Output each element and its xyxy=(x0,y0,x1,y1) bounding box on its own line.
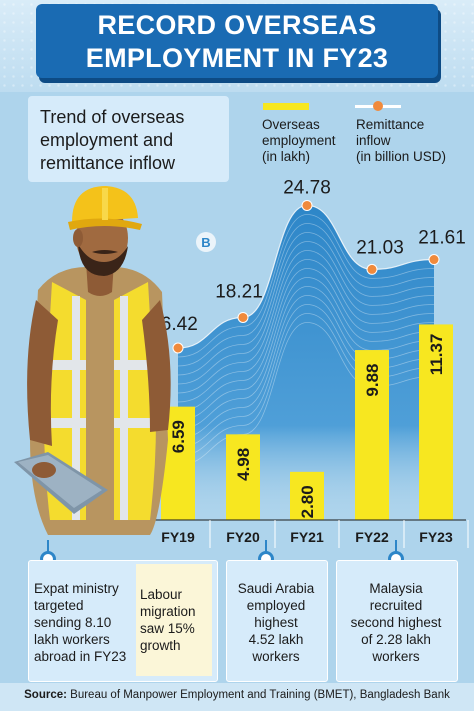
line-point-FY23 xyxy=(428,254,440,266)
bar-value-label-FY23: 11.37 xyxy=(427,334,446,376)
legend-line-line3: (in billion USD) xyxy=(356,149,447,164)
line-value-label-FY20: 18.21 xyxy=(215,281,263,302)
x-tick-FY19: FY19 xyxy=(161,529,195,545)
pin-stem xyxy=(47,540,49,554)
bar-FY22 xyxy=(355,350,389,520)
card-saudi-arabia xyxy=(226,560,328,682)
area-hatch-line xyxy=(177,223,435,367)
source-bar xyxy=(0,683,474,711)
subtitle-box: Trend of overseas employment and remitta… xyxy=(28,96,229,182)
x-tick-FY22: FY22 xyxy=(355,529,389,545)
source-text: Bureau of Manpower Employment and Traini… xyxy=(70,689,450,701)
legend-bars-line1: Overseas xyxy=(262,117,320,132)
bar-value-label-FY19: 6.59 xyxy=(169,420,188,453)
bar-value-label-FY20: 4.98 xyxy=(234,448,253,481)
title-banner: RECORD OVERSEAS EMPLOYMENT IN FY23 xyxy=(36,4,438,78)
source-note: Source: Bureau of Manpower Employment an… xyxy=(0,689,474,701)
pin-stem xyxy=(395,540,397,554)
area-hatch-line xyxy=(177,214,435,358)
x-tick-FY21: FY21 xyxy=(290,529,324,545)
card-2-text: Labour migration saw 15% growth xyxy=(140,587,196,653)
line-point-FY21 xyxy=(301,199,313,211)
bar-FY23 xyxy=(419,324,453,520)
svg-text:B: B xyxy=(201,235,210,250)
area-hatch-line xyxy=(177,259,435,403)
card-4-text: Malaysia recruited second highest of 2.28 l… xyxy=(350,581,442,664)
bar-value-label-FY22: 9.88 xyxy=(363,364,382,397)
line-value-label-FY21: 24.78 xyxy=(283,177,331,198)
x-axis: FY19 FY20 FY21 FY22 FY23 xyxy=(150,519,469,548)
logo-mark-icon: B xyxy=(196,232,216,252)
line-point-FY20 xyxy=(237,311,249,323)
bar-value-label-FY21: 2.80 xyxy=(298,485,317,518)
chart-subtitle: Trend of overseas employment and remitta… xyxy=(40,107,185,173)
area-hatch-line xyxy=(177,277,435,421)
line-value-label-FY23: 21.61 xyxy=(418,228,466,249)
employment-bars: 6.59 4.98 2.80 9.88 11.37 xyxy=(161,324,453,520)
legend-line-line1: Remittance xyxy=(356,117,425,132)
area-hatch-line xyxy=(177,232,435,376)
card-malaysia xyxy=(336,560,458,682)
bar-FY21 xyxy=(290,471,324,520)
source-label: Source: xyxy=(24,689,67,701)
bar-FY20 xyxy=(226,434,260,520)
card-3-text: Saudi Arabia employed highest 4.52 lakh work… xyxy=(237,581,315,664)
legend-bars-line2: employment xyxy=(262,133,336,148)
title-line-2: EMPLOYMENT IN FY23 xyxy=(85,43,389,73)
x-tick-FY23: FY23 xyxy=(419,529,453,545)
pin-stem xyxy=(265,540,267,554)
card-1-text: Expat ministry targeted sending 8.10 lakh w… xyxy=(34,581,127,664)
line-point-FY22 xyxy=(366,263,378,275)
area-hatch-line xyxy=(177,250,435,394)
area-hatch-line xyxy=(177,241,435,385)
legend-line-line2: inflow xyxy=(356,133,391,148)
legend-bars-line3: (in lakh) xyxy=(262,149,311,164)
legend-bar-swatch xyxy=(263,103,309,110)
worker-illustration xyxy=(14,186,171,535)
legend-dot xyxy=(373,101,383,111)
line-value-label-FY22: 21.03 xyxy=(356,237,404,258)
area-hatch-line xyxy=(177,268,435,412)
x-tick-FY20: FY20 xyxy=(226,529,260,545)
title-line-1: RECORD OVERSEAS xyxy=(97,10,377,40)
line-point-FY19 xyxy=(172,342,184,354)
area-hatch-line xyxy=(177,286,435,430)
card-highlight xyxy=(136,564,212,676)
